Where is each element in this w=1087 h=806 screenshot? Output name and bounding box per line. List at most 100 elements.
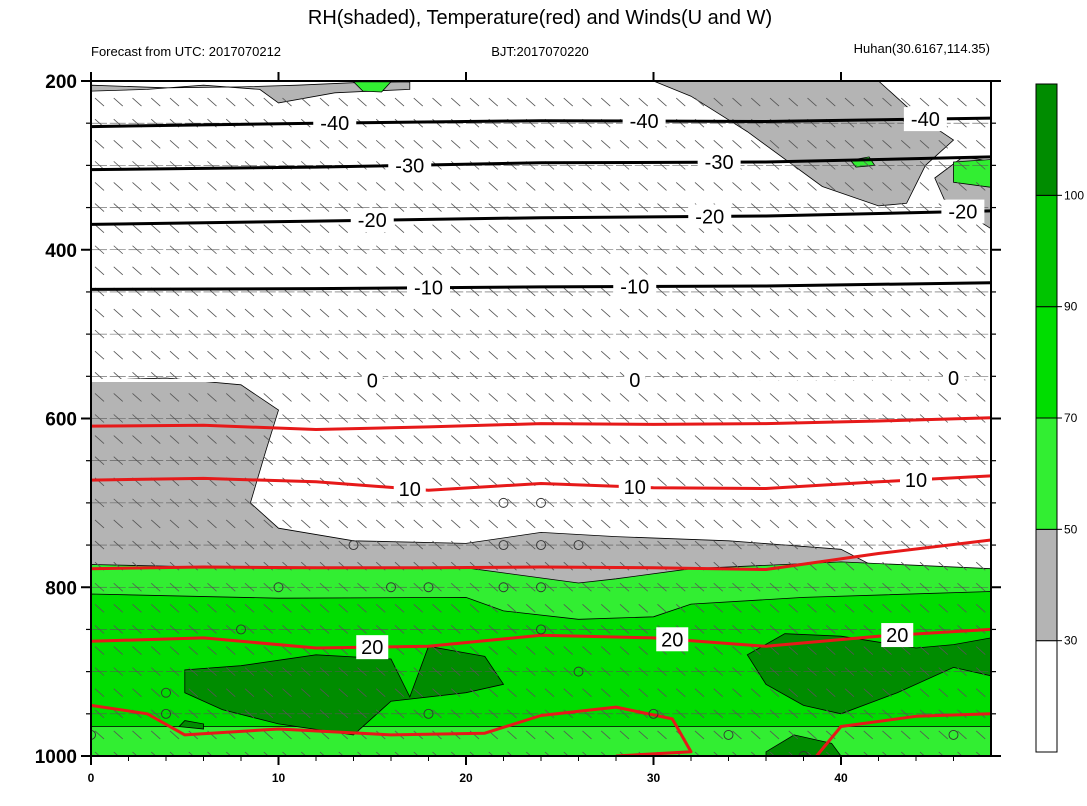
colorbar-swatch [1035,194,1058,308]
wind-barb [282,751,288,756]
temperature-contour-20-8 [91,627,991,650]
wind-barb [619,139,630,149]
wind-barb [713,435,724,444]
wind-barb [732,393,742,402]
wind-barb [225,646,236,655]
wind-barb [957,308,967,318]
wind-barb [882,519,892,529]
wind-barb [413,308,424,318]
calm-wind-marker [161,687,171,698]
wind-barb [638,393,649,402]
wind-barb [769,350,780,360]
wind-barb [675,519,686,529]
wind-row-275 [94,139,986,149]
wind-barb [563,519,574,529]
y-tick-label: 600 [45,410,77,431]
wind-barb [769,519,780,529]
wind-barb [450,97,461,107]
wind-barb [844,561,855,571]
wind-barb [319,182,330,191]
wind-barb [900,224,911,233]
wind-barb [263,139,274,149]
contour-label-bg [313,110,357,135]
wind-barb [995,161,1004,169]
wind-barb [750,393,761,402]
wind-barb [675,97,686,107]
wind-barb [507,224,517,233]
temperature-contour-10-6 [91,474,991,492]
wind-barb [525,751,532,756]
wind-barb [825,646,836,655]
wind-barb [525,604,536,613]
wind-row-750 [91,540,989,550]
wind-barb [619,435,630,444]
wind-barb [844,97,855,107]
wind-barb [94,224,105,233]
wind-barb [432,604,442,613]
wind-barb [732,97,742,107]
wind-barb [300,688,311,698]
wind-barb [300,224,311,233]
wind-barb [94,182,105,191]
wind-barb [413,393,424,402]
wind-barb [488,751,494,756]
wind-barb [619,393,630,402]
wind-barb [788,266,799,276]
wind-barb [657,688,667,698]
wind-barb [488,477,499,487]
wind-barb [188,139,199,149]
wind-barb [919,139,930,149]
wind-barb [975,646,986,655]
wind-barb [94,604,105,613]
wind-barb [825,435,836,444]
wind-barb [563,308,574,318]
wind-barb [600,139,611,149]
wind-barb [788,435,799,444]
wind-row-475 [94,308,986,318]
wind-barb [582,688,592,698]
wind-barb [657,604,667,613]
wind-barb [375,97,386,107]
wind-barb [619,224,630,233]
calm-wind-marker [536,582,546,593]
wind-barb [863,646,874,655]
wind-barb [300,604,311,613]
contour-label-bg [903,107,947,132]
wind-barb [863,604,874,613]
wind-barb [882,751,888,756]
wind-barb [600,393,611,402]
wind-barb [675,350,686,360]
wind-barb [150,182,161,191]
wind-barb [732,139,742,149]
wind-barb [207,350,217,360]
wind-barb [769,477,780,487]
wind-barb [825,97,836,107]
wind-barb [525,308,536,318]
wind-barb [169,182,180,191]
wind-barb [844,139,855,149]
wind-barb [900,519,911,529]
wind-barb [432,393,442,402]
contour-label-bg [393,476,426,501]
wind-barb [844,604,855,613]
wind-barb [244,688,255,698]
wind-barb [207,688,217,698]
wind-barb [919,604,930,613]
wind-barb [769,97,780,107]
wind-barb [638,97,649,107]
wind-barb [394,435,405,444]
rh-region-100-10 [746,633,991,715]
wind-barb [900,266,911,276]
wind-barb [919,224,930,233]
wind-barb [525,224,536,233]
wind-barb [919,350,930,360]
wind-row-550 [91,372,989,381]
wind-barb [544,97,555,107]
contour-label-10: 10 [905,470,927,492]
wind-barb [694,688,705,698]
wind-barb [225,97,236,107]
wind-barb [882,308,892,318]
wind-barb [150,266,161,276]
wind-barb [750,519,761,529]
